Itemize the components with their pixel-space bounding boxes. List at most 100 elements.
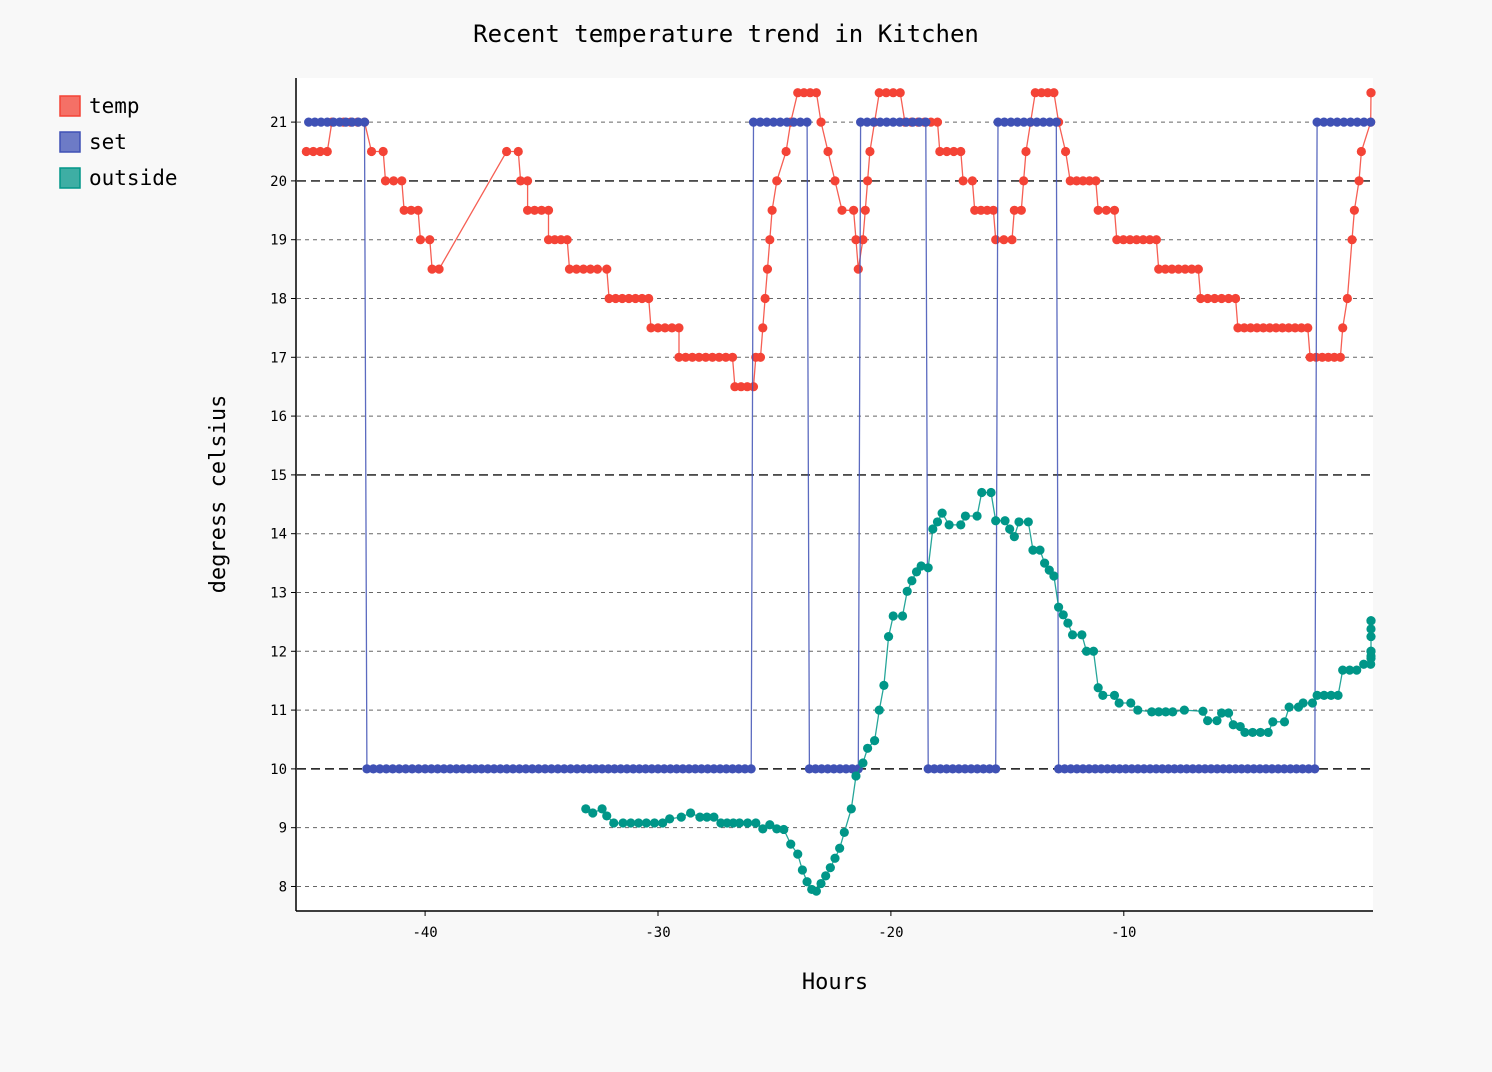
data-point-temp (529, 205, 540, 215)
data-point-temp (1072, 176, 1082, 186)
data-point-outside (1224, 708, 1234, 718)
data-point-set (401, 764, 411, 774)
legend: temp set outside (59, 94, 178, 190)
data-point-temp (888, 88, 898, 98)
data-point-set (795, 117, 805, 127)
data-point-temp (1021, 146, 1031, 157)
x-tick-labels: -40 -30 -20 -10 (412, 911, 1136, 941)
data-point-temp (849, 205, 859, 215)
data-point-outside (960, 511, 971, 521)
data-point-temp (1347, 235, 1357, 245)
data-point-temp (999, 235, 1009, 245)
data-point-set (914, 117, 924, 127)
data-point-temp (617, 293, 627, 304)
data-point-outside (626, 818, 636, 828)
data-point-temp (630, 293, 641, 304)
y-tick-labels: 8 9 10 11 12 13 14 15 16 17 18 19 20 21 (270, 115, 296, 895)
plot-background (297, 78, 1373, 910)
data-point-temp (301, 146, 311, 157)
data-point-temp (653, 323, 663, 333)
data-point-set (514, 764, 525, 774)
y-tick-label: 19 (270, 233, 287, 249)
data-point-temp (1265, 323, 1275, 333)
data-point-temp (536, 205, 547, 215)
data-point-outside (1114, 698, 1124, 708)
data-point-outside (734, 818, 745, 828)
data-point-temp (1160, 264, 1170, 274)
data-point-set (882, 117, 892, 127)
data-point-outside (1203, 716, 1213, 726)
data-point-temp (863, 176, 873, 186)
data-point-temp (881, 88, 891, 98)
data-point-set (869, 117, 879, 127)
data-point-outside (641, 818, 651, 828)
data-point-set (362, 764, 372, 774)
data-point-outside (1049, 571, 1059, 581)
data-point-set (999, 117, 1010, 127)
x-tick-label: -30 (645, 925, 670, 941)
data-point-outside (602, 811, 612, 821)
data-point-set (768, 117, 779, 127)
data-point-set (895, 117, 905, 127)
y-tick-label: 11 (270, 703, 287, 719)
data-point-temp (1109, 205, 1120, 215)
legend-swatch-set (59, 131, 81, 153)
data-point-temp (967, 176, 978, 186)
data-point-set (375, 764, 385, 774)
data-point-temp (1210, 293, 1220, 304)
data-point-outside (709, 812, 719, 822)
data-point-set (407, 764, 417, 774)
data-point-set (1019, 117, 1029, 127)
legend-label-temp: temp (89, 94, 140, 118)
data-point-temp (1296, 323, 1307, 333)
data-point-temp (865, 146, 875, 157)
data-point-outside (1228, 720, 1238, 730)
data-point-outside (751, 818, 761, 828)
data-point-temp (1151, 235, 1162, 245)
data-point-outside (1298, 698, 1308, 708)
data-point-set (521, 764, 531, 774)
data-point-temp (522, 205, 533, 215)
data-point-outside (830, 853, 840, 863)
data-point-outside (743, 818, 753, 828)
data-point-set (540, 764, 550, 774)
data-point-outside (821, 871, 831, 881)
data-point-temp (811, 88, 821, 98)
data-point-set (546, 764, 557, 774)
data-point-set (1012, 117, 1023, 127)
data-point-temp (1203, 293, 1213, 304)
data-point-set (1359, 117, 1369, 127)
data-point-temp (315, 146, 325, 157)
data-point-set (1051, 117, 1061, 127)
data-point-outside (658, 818, 668, 828)
data-point-outside (879, 680, 889, 690)
data-point-set (527, 764, 537, 774)
data-point-temp (1132, 235, 1142, 245)
data-point-outside (944, 520, 954, 530)
data-point-set (553, 764, 563, 774)
data-point-temp (564, 264, 575, 274)
data-point-set (888, 117, 898, 127)
data-point-outside (923, 563, 933, 573)
data-point-outside (649, 818, 660, 828)
data-point-temp (816, 117, 826, 127)
data-point-set (368, 764, 378, 774)
data-point-outside (991, 516, 1001, 526)
legend-label-outside: outside (89, 166, 178, 190)
data-point-set (1025, 117, 1035, 127)
data-point-outside (1126, 698, 1136, 708)
data-point-outside (1023, 517, 1033, 527)
data-point-set (762, 117, 772, 127)
data-point-temp (932, 117, 943, 127)
legend-swatch-outside (59, 167, 81, 189)
data-point-set (1339, 117, 1349, 127)
data-point-outside (1319, 690, 1329, 700)
data-point-outside (793, 849, 803, 859)
y-tick-label: 20 (270, 174, 287, 190)
x-tick-label: -40 (412, 925, 437, 941)
data-point-set (921, 117, 931, 127)
data-point-outside (1109, 690, 1120, 700)
data-point-temp (1290, 323, 1300, 333)
data-point-temp (1016, 205, 1026, 215)
